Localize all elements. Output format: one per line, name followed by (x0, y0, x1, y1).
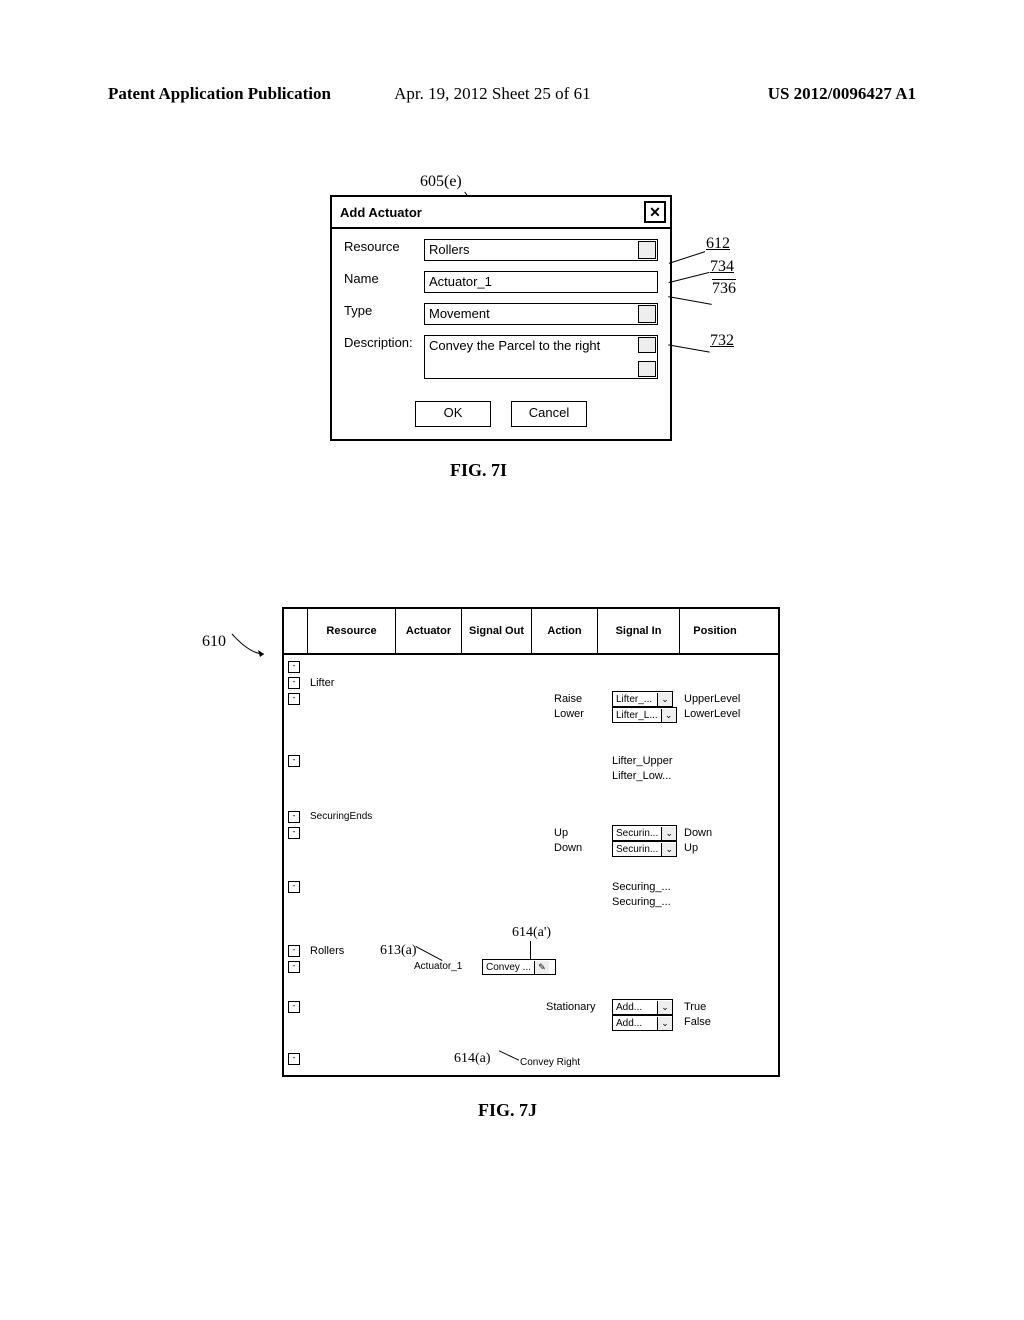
fig7i-caption: FIG. 7I (450, 460, 507, 481)
expander-icon[interactable]: - (288, 945, 300, 957)
expander-icon[interactable]: - (288, 811, 300, 823)
pos-lower: LowerLevel (684, 708, 740, 720)
sig-sec-up[interactable]: Securin...⌄ (612, 825, 677, 841)
sigin-lifter-l: Lifter_Low... (612, 770, 671, 782)
label-type: Type (344, 303, 424, 318)
act-down: Down (554, 842, 582, 854)
sig-add-1[interactable]: Add...⌄ (612, 999, 673, 1015)
pos-false: False (684, 1016, 711, 1028)
edit-icon[interactable]: ✎ (534, 961, 549, 974)
lead-734 (669, 272, 710, 283)
expander-icon[interactable]: - (288, 755, 300, 767)
type-picker-icon[interactable] (638, 305, 656, 323)
lead-732 (668, 344, 710, 352)
sig-sec-dn[interactable]: Securin...⌄ (612, 841, 677, 857)
ref-612: 612 (706, 235, 730, 253)
fig7j-caption: FIG. 7J (478, 1100, 537, 1121)
convey-right-label: Convey Right (520, 1057, 580, 1068)
add-actuator-dialog: Add Actuator ✕ Resource Rollers Name Act… (330, 195, 672, 441)
resource-picker-icon[interactable] (638, 241, 656, 259)
chevron-down-icon[interactable]: ⌄ (657, 1017, 672, 1030)
sigin-sec-a: Securing_... (612, 881, 671, 893)
expander-icon[interactable]: - (288, 961, 300, 973)
lead-612 (669, 251, 705, 264)
ok-button[interactable]: OK (415, 401, 491, 427)
act-stationary: Stationary (546, 1001, 596, 1013)
ref-736: 736 (712, 280, 736, 298)
close-icon[interactable]: ✕ (644, 201, 666, 223)
chevron-down-icon[interactable]: ⌄ (657, 693, 672, 706)
hdr-signalout: Signal Out (462, 609, 532, 653)
sigin-lifter-u: Lifter_Upper (612, 755, 673, 767)
expander-icon[interactable]: - (288, 693, 300, 705)
lead-736 (668, 296, 712, 305)
hdr-actuator: Actuator (396, 609, 462, 653)
expander-icon[interactable]: - (288, 1053, 300, 1065)
cancel-button[interactable]: Cancel (511, 401, 587, 427)
hdr-position: Position (680, 609, 750, 653)
resource-table: Resource Actuator Signal Out Action Sign… (282, 607, 780, 1077)
hdr-left: Patent Application Publication (108, 84, 331, 104)
ref-613a: 613(a) (380, 943, 417, 959)
sig-add-2[interactable]: Add...⌄ (612, 1015, 673, 1031)
hdr-right: US 2012/0096427 A1 (768, 84, 916, 104)
label-desc: Description: (344, 335, 424, 350)
expander-icon[interactable]: - (288, 1001, 300, 1013)
act-raise: Raise (554, 693, 582, 705)
resource-value: Rollers (429, 242, 469, 257)
description-value: Convey the Parcel to the right (429, 338, 600, 353)
ref-734: 734 (710, 258, 734, 276)
chevron-down-icon[interactable]: ⌄ (657, 1001, 672, 1014)
sig-lifter-raise[interactable]: Lifter_...⌄ (612, 691, 673, 707)
name-value: Actuator_1 (429, 274, 492, 289)
ref-605e: 605(e) (420, 173, 462, 191)
name-input[interactable]: Actuator_1 (424, 271, 658, 293)
expander-icon[interactable]: - (288, 661, 300, 673)
act-up: Up (554, 827, 568, 839)
hdr-signalin: Signal In (598, 609, 680, 653)
chevron-down-icon[interactable]: ⌄ (661, 843, 676, 856)
sig-lifter-lower[interactable]: Lifter_L...⌄ (612, 707, 677, 723)
scroll-down-icon[interactable] (638, 361, 656, 377)
res-securing: SecuringEnds (310, 811, 372, 822)
hdr-resource: Resource (308, 609, 396, 653)
sigin-sec-b: Securing_... (612, 896, 671, 908)
pos-true: True (684, 1001, 706, 1013)
label-resource: Resource (344, 239, 424, 254)
dialog-title: Add Actuator (340, 205, 422, 220)
ref-732: 732 (710, 332, 734, 350)
resource-input[interactable]: Rollers (424, 239, 658, 261)
ref-614ap: 614(a') (512, 925, 551, 941)
description-input[interactable]: Convey the Parcel to the right (424, 335, 658, 379)
sigout-convey[interactable]: Convey ...✎ (482, 959, 556, 975)
lead-613a (416, 946, 443, 961)
type-value: Movement (429, 306, 490, 321)
lead-614a (499, 1050, 519, 1060)
pos-sec-up: Down (684, 827, 712, 839)
expander-icon[interactable]: - (288, 827, 300, 839)
act-lower: Lower (554, 708, 584, 720)
expander-icon[interactable]: - (288, 677, 300, 689)
scroll-up-icon[interactable] (638, 337, 656, 353)
res-lifter: Lifter (310, 677, 334, 689)
chevron-down-icon[interactable]: ⌄ (661, 709, 676, 722)
lead-614ap (530, 941, 531, 959)
pos-upper: UpperLevel (684, 693, 740, 705)
expander-icon[interactable]: - (288, 881, 300, 893)
hdr-action: Action (532, 609, 598, 653)
pos-sec-dn: Up (684, 842, 698, 854)
type-input[interactable]: Movement (424, 303, 658, 325)
label-name: Name (344, 271, 424, 286)
ref-610: 610 (202, 630, 270, 660)
ref-614a: 614(a) (454, 1051, 491, 1067)
chevron-down-icon[interactable]: ⌄ (661, 827, 676, 840)
hdr-mid: Apr. 19, 2012 Sheet 25 of 61 (394, 84, 590, 104)
res-rollers: Rollers (310, 945, 344, 957)
hdr-tree (284, 609, 308, 653)
actuator-1: Actuator_1 (414, 961, 462, 972)
